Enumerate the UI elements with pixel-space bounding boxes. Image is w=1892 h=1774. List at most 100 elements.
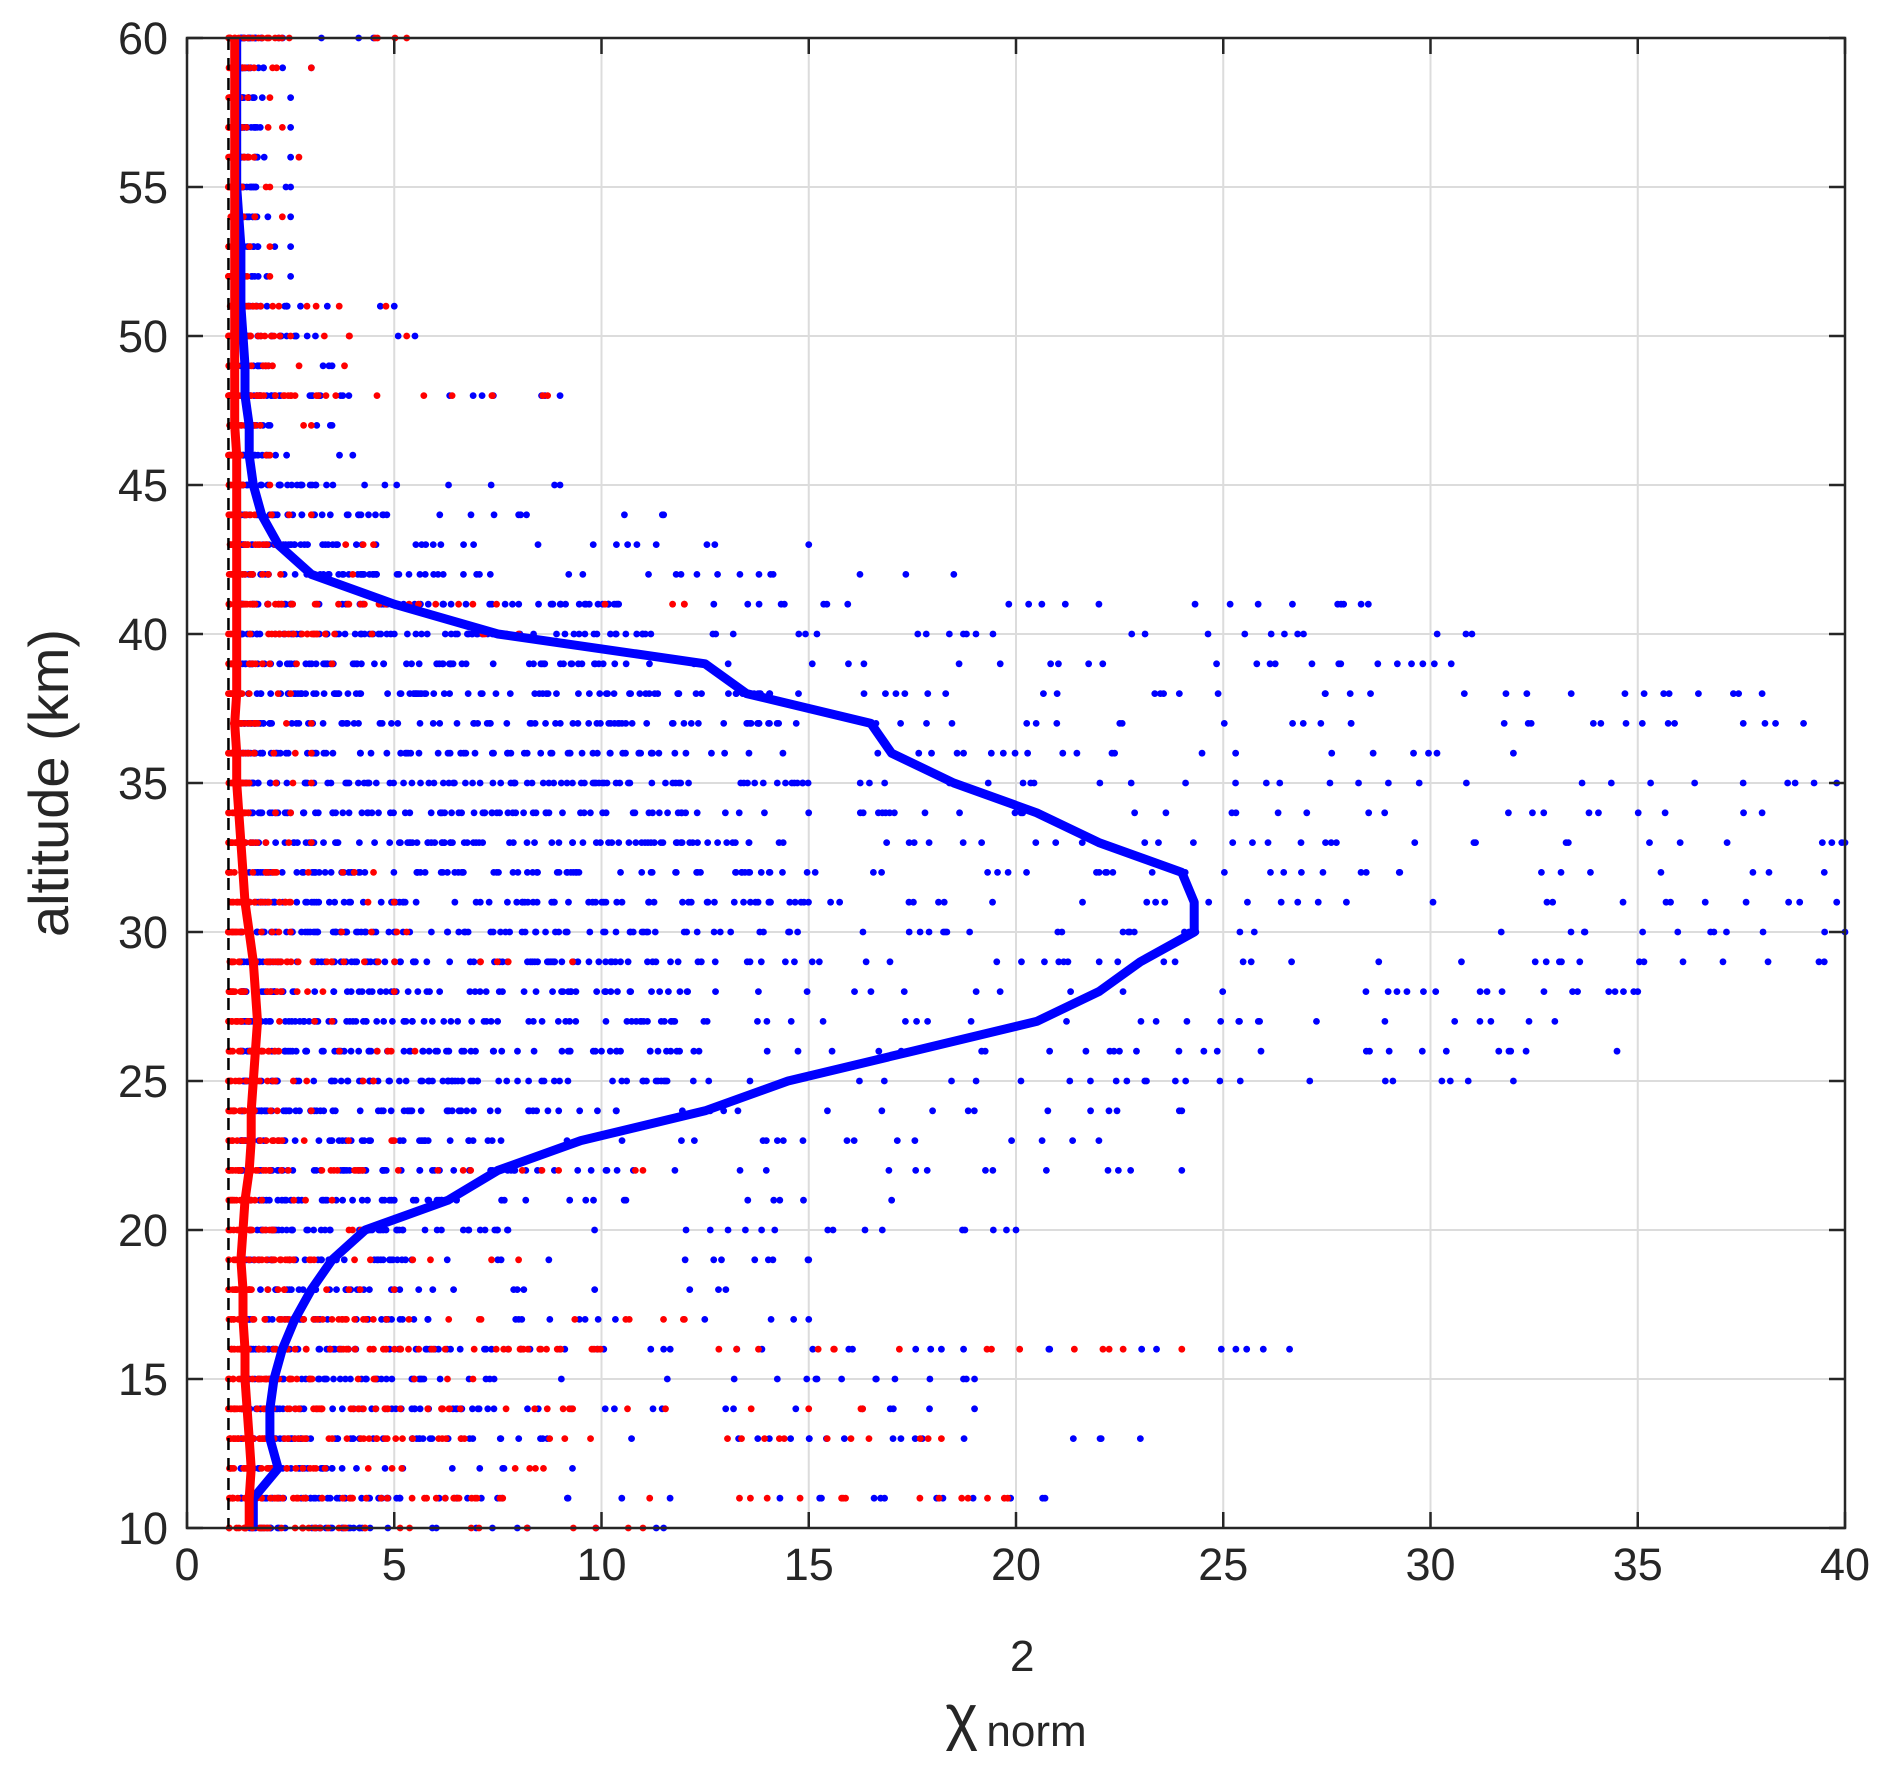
scatter-point [235,1077,243,1085]
scatter-point [805,1316,813,1323]
scatter-point [1674,928,1682,936]
scatter-point [1784,779,1792,787]
scatter-point [747,720,755,727]
scatter-point [567,660,575,668]
scatter-point [408,1405,416,1413]
scatter-point [281,630,288,638]
scatter-point [319,1316,327,1323]
scatter-point [539,1435,547,1442]
scatter-point [268,928,276,936]
scatter-point [338,1405,346,1413]
scatter-point [540,1465,547,1472]
scatter-point [1701,898,1709,906]
scatter-point [311,600,319,608]
scatter-point [229,1375,237,1383]
scatter-point [859,1405,867,1413]
scatter-point [785,928,792,936]
scatter-point [446,1137,454,1144]
scatter-point [1574,988,1581,995]
scatter-point [1232,749,1240,757]
scatter-point [429,1167,436,1174]
scatter-point [626,988,634,995]
scatter-point [451,898,459,906]
scatter-point [878,809,886,817]
scatter-point [298,511,306,519]
scatter-point [1219,988,1227,995]
scatter-point [242,124,250,131]
scatter-point [238,1137,246,1144]
scatter-point [787,1435,795,1442]
scatter-point [1510,749,1517,757]
scatter-point [407,1107,415,1115]
scatter-point [1266,660,1274,668]
scatter-point [615,839,623,846]
scatter-point [433,1226,441,1234]
scatter-point [640,1077,647,1085]
scatter-point [287,273,295,280]
scatter-point [1620,988,1627,995]
scatter-point [581,1316,589,1323]
scatter-point [844,600,852,608]
scatter-point [829,1226,837,1234]
scatter-point [1438,1077,1446,1085]
scatter-point [614,988,621,995]
scatter-point [277,571,284,578]
scatter-point [550,1077,558,1085]
scatter-point [1691,779,1699,787]
scatter-point [1236,1077,1244,1085]
scatter-point [346,1167,354,1174]
scatter-point [1267,630,1275,638]
scatter-point [225,273,232,280]
scatter-point [469,1077,477,1085]
scatter-point [358,630,366,638]
scatter-point [1108,749,1116,757]
scatter-point [321,630,329,638]
scatter-point [1044,1107,1052,1115]
scatter-point [304,869,312,876]
scatter-point [367,749,375,757]
scatter-point [260,392,268,399]
scatter-point [902,1018,909,1025]
scatter-point [1063,1018,1070,1025]
scatter-point [376,302,384,310]
scatter-point [1038,1137,1046,1144]
scatter-point [519,898,526,906]
scatter-point [1152,898,1159,906]
scatter-point [1730,690,1737,697]
scatter-point [687,720,695,727]
scatter-point [1041,1494,1049,1502]
scatter-point [327,869,335,876]
scatter-point [440,1018,448,1025]
scatter-point [722,1405,730,1413]
scatter-point [1155,839,1162,846]
scatter-point [538,660,546,668]
scatter-point [710,600,718,608]
scatter-point [251,898,259,906]
scatter-point [310,1256,318,1264]
scatter-point [322,392,330,399]
scatter-point [1578,779,1586,787]
scatter-point [577,809,584,817]
scatter-point [307,511,315,519]
scatter-point [1538,869,1545,876]
scatter-point [613,1167,621,1174]
scatter-point [996,988,1004,995]
scatter-point [1420,988,1427,995]
scatter-point [278,1316,286,1323]
scatter-point [790,1316,798,1323]
scatter-point [521,928,529,936]
scatter-point [470,720,477,727]
scatter-point [384,690,392,697]
scatter-point [926,1405,933,1413]
scatter-point [349,1196,356,1204]
scatter-point [257,1375,265,1383]
scatter-point [284,1435,292,1442]
scatter-point [418,630,425,638]
scatter-point [548,839,556,846]
scatter-point [229,1196,237,1204]
scatter-point [1023,720,1031,727]
scatter-point [499,1494,507,1502]
scatter-point [1502,690,1510,697]
scatter-point [315,1137,323,1144]
scatter-point [929,1107,936,1115]
